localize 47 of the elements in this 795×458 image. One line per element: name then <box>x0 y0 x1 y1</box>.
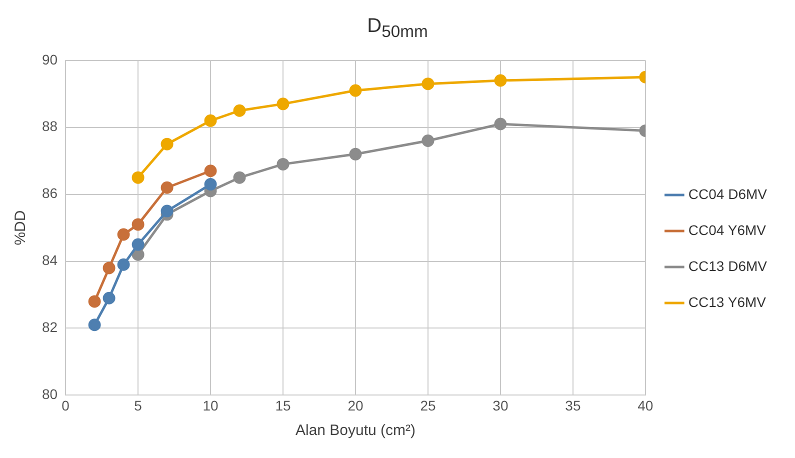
legend-label: CC13 D6MV <box>688 258 768 274</box>
point <box>132 238 144 251</box>
point <box>422 134 434 147</box>
legend-label: CC13 Y6MV <box>688 294 767 310</box>
point <box>132 218 144 231</box>
y-tick-label: 86 <box>42 185 58 202</box>
point <box>117 258 130 271</box>
point <box>276 98 290 110</box>
legend-label: CC04 D6MV <box>688 186 768 202</box>
point <box>160 181 174 194</box>
point <box>102 262 116 274</box>
x-tick-label: 35 <box>565 397 581 414</box>
point <box>204 178 217 191</box>
x-tick-label: 20 <box>348 397 364 414</box>
point <box>233 104 246 117</box>
point <box>276 158 290 170</box>
point <box>494 74 507 87</box>
point <box>233 171 246 184</box>
y-axis-title: %DD <box>12 210 30 246</box>
point <box>88 295 101 308</box>
point <box>204 164 217 178</box>
point <box>117 228 130 241</box>
y-tick-label: 82 <box>42 319 58 336</box>
y-tick-label: 88 <box>42 118 58 134</box>
x-tick-label: 25 <box>420 397 436 414</box>
legend-label: CC04 Y6MV <box>688 222 767 238</box>
point <box>88 318 101 332</box>
point <box>102 292 116 304</box>
chart-title: D$_{50mm}$ <box>366 14 429 43</box>
point <box>160 204 174 218</box>
y-tick-label: 84 <box>42 252 58 268</box>
point <box>204 114 217 127</box>
x-tick-label: 0 <box>62 397 70 414</box>
point <box>349 148 362 160</box>
point <box>494 118 507 130</box>
point <box>349 84 362 97</box>
point <box>132 171 144 184</box>
point <box>422 78 434 90</box>
y-tick-label: 90 <box>42 51 58 68</box>
point <box>160 138 174 150</box>
y-tick-label: 80 <box>42 386 58 402</box>
x-tick-label: 30 <box>492 397 508 414</box>
x-tick-label: 15 <box>275 397 292 414</box>
x-axis-title: Alan Boyutu (cm²) <box>295 422 416 440</box>
x-tick-label: 10 <box>202 397 219 414</box>
x-tick-label: 40 <box>638 397 654 414</box>
x-tick-label: 5 <box>134 397 142 414</box>
